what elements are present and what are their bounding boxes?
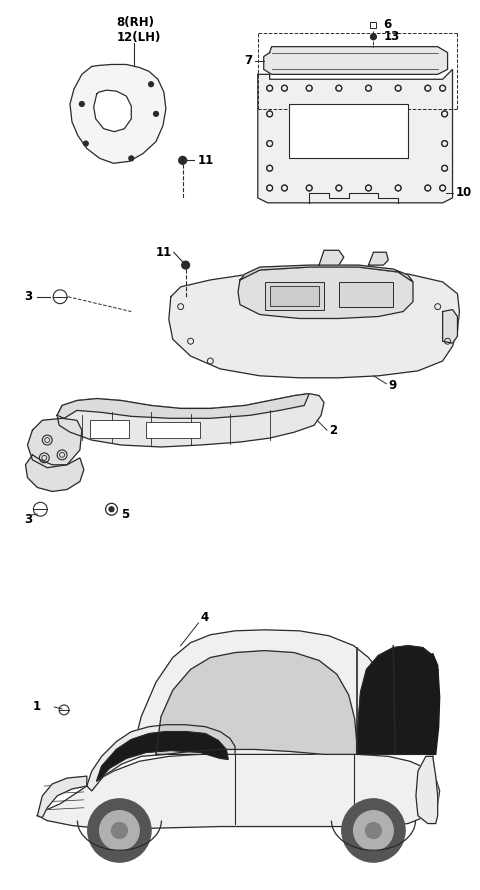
Circle shape <box>79 101 84 107</box>
Bar <box>339 282 393 307</box>
Polygon shape <box>37 776 87 818</box>
Bar <box>289 104 408 158</box>
Text: 4: 4 <box>201 611 209 625</box>
Polygon shape <box>57 393 309 418</box>
Polygon shape <box>25 455 84 491</box>
Polygon shape <box>96 732 228 781</box>
Text: 8(RH): 8(RH) <box>117 16 155 29</box>
Text: 7: 7 <box>245 54 253 67</box>
Bar <box>264 282 324 310</box>
Polygon shape <box>416 756 438 823</box>
Polygon shape <box>70 64 166 163</box>
Polygon shape <box>27 418 82 468</box>
Polygon shape <box>319 250 344 265</box>
Circle shape <box>354 811 393 850</box>
Circle shape <box>342 799 405 862</box>
Polygon shape <box>264 46 447 75</box>
Polygon shape <box>94 90 131 132</box>
Text: 11: 11 <box>156 246 172 259</box>
Circle shape <box>182 261 190 269</box>
Polygon shape <box>156 651 357 755</box>
Polygon shape <box>428 653 440 755</box>
Polygon shape <box>443 310 457 344</box>
Text: 10: 10 <box>456 186 472 199</box>
Circle shape <box>100 811 139 850</box>
Bar <box>270 286 319 305</box>
Polygon shape <box>258 69 453 203</box>
Text: 5: 5 <box>121 507 130 521</box>
Polygon shape <box>131 630 398 756</box>
Text: 11: 11 <box>197 154 214 166</box>
Circle shape <box>88 799 151 862</box>
Text: 12(LH): 12(LH) <box>117 31 161 44</box>
Text: 9: 9 <box>388 379 396 392</box>
Polygon shape <box>87 724 235 791</box>
Circle shape <box>84 141 88 146</box>
Circle shape <box>111 822 127 838</box>
Polygon shape <box>238 267 413 319</box>
Polygon shape <box>169 270 459 377</box>
Text: 2: 2 <box>329 424 337 437</box>
Polygon shape <box>57 393 324 447</box>
Polygon shape <box>369 252 388 265</box>
Text: 3: 3 <box>24 290 33 303</box>
Text: 6: 6 <box>384 19 392 31</box>
Text: 13: 13 <box>384 30 399 44</box>
Polygon shape <box>357 645 438 755</box>
Text: 3: 3 <box>24 513 33 526</box>
Text: 1: 1 <box>32 700 40 714</box>
Bar <box>90 420 129 438</box>
Polygon shape <box>37 755 440 829</box>
Bar <box>146 422 201 438</box>
Circle shape <box>366 822 381 838</box>
Circle shape <box>129 156 134 161</box>
Circle shape <box>179 157 187 165</box>
Polygon shape <box>240 265 413 282</box>
Circle shape <box>154 111 158 117</box>
Circle shape <box>371 34 376 40</box>
Bar <box>371 22 376 28</box>
Circle shape <box>149 82 154 86</box>
Circle shape <box>109 506 114 512</box>
